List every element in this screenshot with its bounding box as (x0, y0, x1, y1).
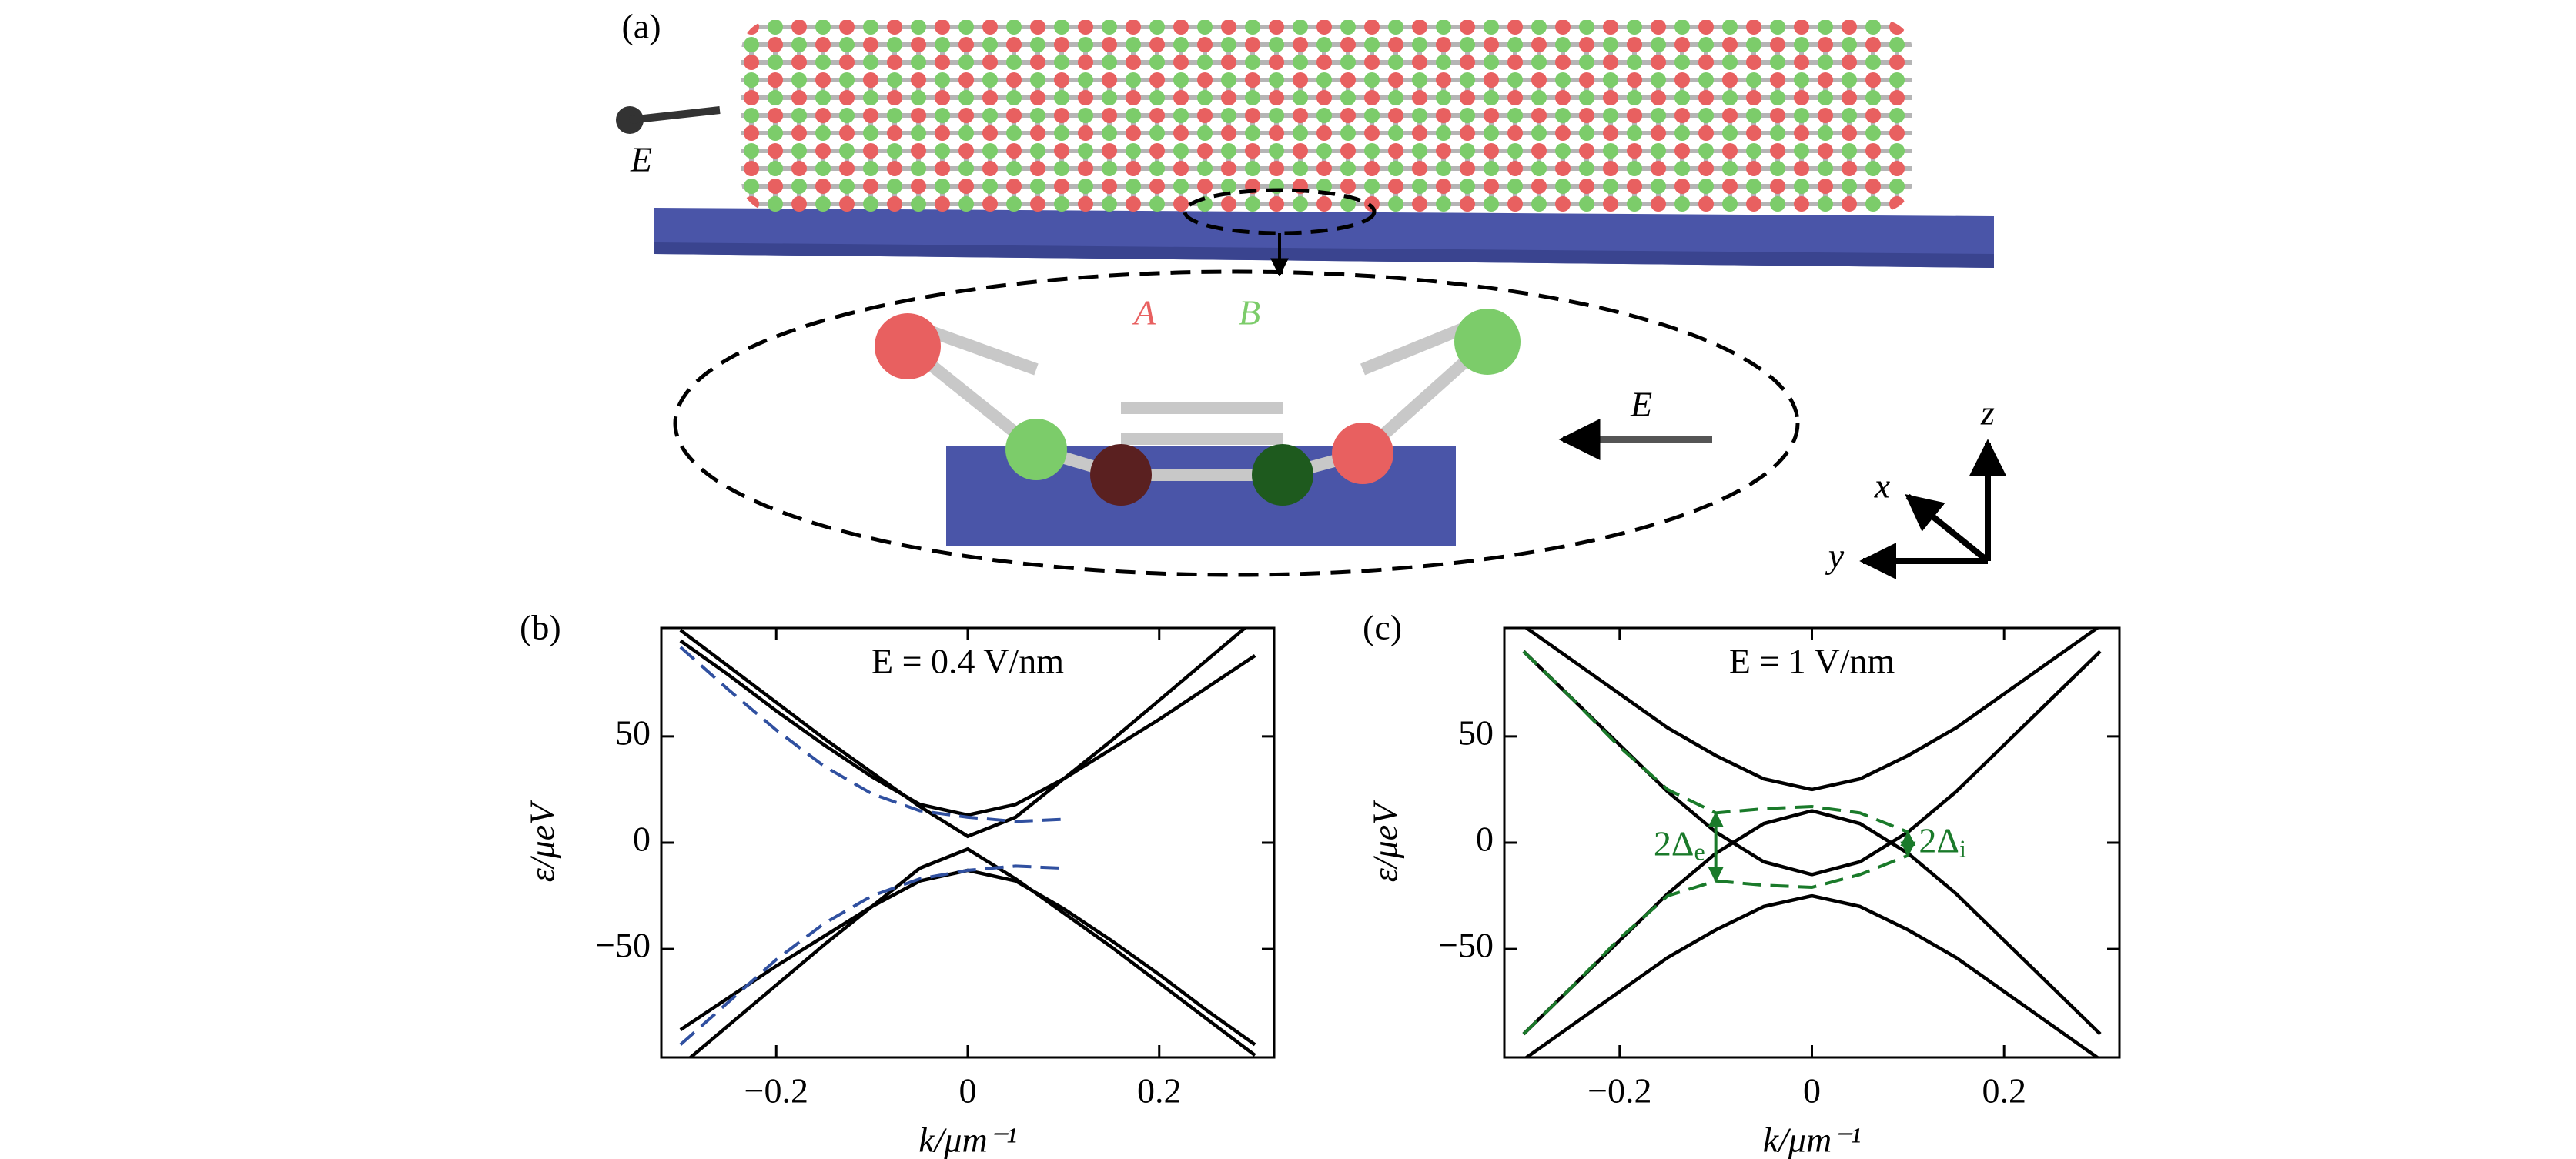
y-tick-label: 0 (1476, 820, 1494, 859)
x-axis-label: k/μm⁻¹ (918, 1121, 1017, 1159)
band-curve (679, 864, 1064, 1046)
y-axis-label: ε/μeV (523, 800, 562, 882)
x-tick-label: 0.2 (1137, 1071, 1182, 1111)
chart-title: E = 1 V/nm (1729, 642, 1895, 681)
band-curve (1522, 650, 2102, 877)
gap-label: 2Δe (1654, 823, 1705, 866)
field-label: E (1630, 385, 1652, 424)
x-axis-label: k/μm⁻¹ (1763, 1121, 1862, 1159)
y-tick-label: 50 (1458, 713, 1494, 752)
atom-a (1090, 444, 1152, 506)
band-curve (679, 639, 1256, 817)
chart-title: E = 0.4 V/nm (871, 642, 1064, 681)
band-curve (679, 646, 1064, 823)
x-tick-label: 0 (1803, 1071, 1821, 1111)
panel-a: A B E E (a) z x y (616, 7, 2006, 580)
band-curve (1522, 809, 2102, 1036)
plot-frame (1503, 626, 2121, 1059)
band-curve (1523, 893, 2101, 1057)
axis-z-label: z (1980, 393, 1995, 433)
y-tick-label: −50 (1438, 926, 1494, 965)
axis-x (1905, 493, 1990, 564)
gap-label-sub: i (1959, 835, 1966, 863)
y-tick-label: 0 (633, 820, 651, 859)
band-curve (679, 868, 1256, 1047)
atom-b (1252, 444, 1313, 506)
atom-a (1332, 423, 1393, 484)
atom-a (875, 313, 941, 379)
y-tick-label: 50 (615, 713, 651, 752)
zoom-ellipse (1183, 188, 1377, 235)
inset-ellipse (673, 269, 1800, 577)
band-curve (679, 628, 1248, 839)
gap-label: 2Δi (1919, 820, 1966, 863)
band-curve (1523, 628, 2101, 792)
gap-label-sub: e (1694, 838, 1705, 866)
panel-label: (b) (520, 608, 561, 647)
band-curve (687, 847, 1256, 1057)
atom-b (1454, 309, 1521, 375)
gap-label-main: 2Δ (1654, 823, 1694, 863)
panel-label: (a) (621, 7, 661, 46)
x-tick-label: −0.2 (1587, 1071, 1651, 1111)
field-label: E (630, 140, 652, 179)
label-a: A (1132, 293, 1156, 332)
x-tick-label: 0 (959, 1071, 977, 1111)
x-tick-label: 0.2 (1982, 1071, 2026, 1111)
substrate-edge (654, 242, 1994, 268)
gap-label-main: 2Δ (1919, 820, 1959, 860)
axis-y-label: y (1825, 536, 1845, 576)
nanotube (741, 20, 1912, 212)
y-axis-label: ε/μeV (1366, 800, 1405, 882)
panel-label: (c) (1363, 608, 1402, 647)
y-tick-label: −50 (595, 926, 651, 965)
band-curve (1522, 853, 1909, 1036)
label-b: B (1239, 293, 1260, 332)
field-arrow-left (629, 106, 721, 124)
atom-b (1005, 419, 1067, 480)
x-tick-label: −0.2 (744, 1071, 808, 1111)
axis-x-label: x (1874, 466, 1891, 506)
